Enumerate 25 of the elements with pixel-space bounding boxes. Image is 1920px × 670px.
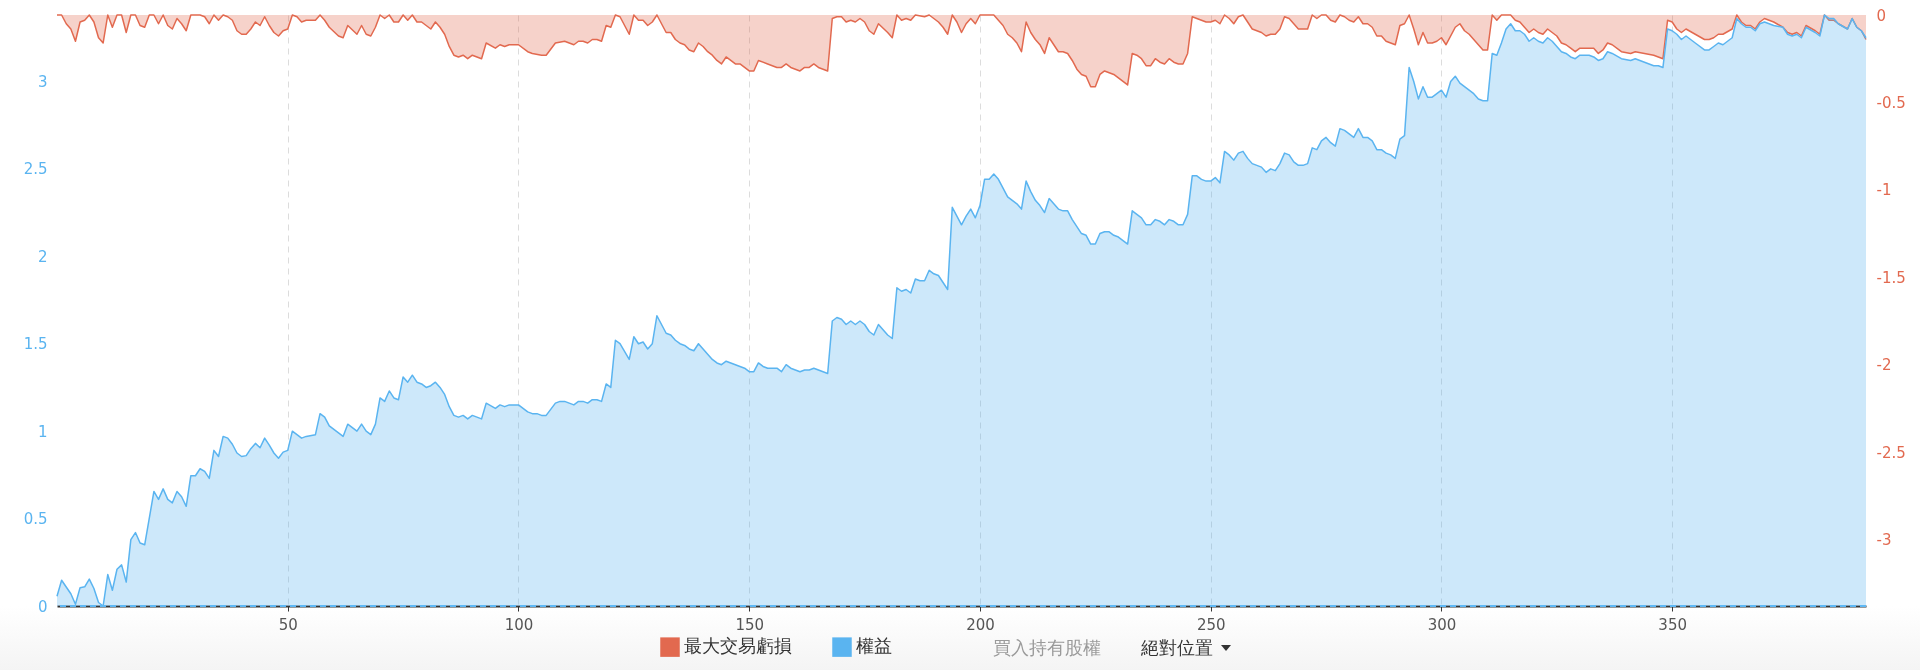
y2-tick-label: -0.5 [1876,93,1906,112]
y-tick-label: 3 [37,72,48,91]
x-tick-label: 250 [1196,615,1226,634]
x-tick-label: 150 [735,615,765,634]
x-tick-label: 100 [504,615,534,634]
y-tick-label: 1.5 [23,335,48,354]
y2-tick-label: -1 [1876,181,1892,200]
y-tick-label: 1 [37,422,48,441]
x-tick-label: 50 [278,615,298,634]
y-tick-label: 2.5 [23,160,48,179]
y-tick-label: 0 [37,597,48,616]
legend-label: 最大交易虧損 [684,635,792,657]
text: 絕對位置 [1141,636,1213,660]
y2-tick-label: -2.5 [1876,443,1906,462]
y-tick-label: 2 [37,247,48,266]
legend-label: 權益 [856,635,892,657]
x-tick-label: 200 [966,615,995,634]
x-tick-label: 300 [1427,615,1457,634]
y2-tick-label: -2 [1876,356,1892,375]
y2-tick-label: 0 [1876,6,1887,25]
y-tick-label: 0.5 [23,510,48,529]
x-tick-label: 350 [1658,615,1687,634]
y2-tick-label: -3 [1876,531,1892,550]
text: 買入持有股權 [993,636,1101,660]
y2-tick-label: -1.5 [1876,268,1906,287]
